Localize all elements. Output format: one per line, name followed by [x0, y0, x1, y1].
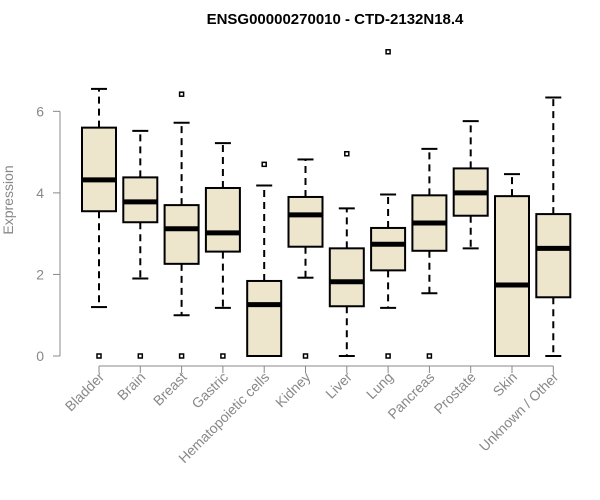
y-tick-label: 4	[36, 185, 44, 201]
box-prostate	[452, 120, 489, 250]
outlier-point	[302, 353, 309, 359]
box-iqr	[204, 186, 241, 253]
box-kidney	[287, 158, 324, 359]
x-tick-label: Liver	[322, 369, 355, 402]
y-axis-label: Expression	[0, 165, 16, 234]
box-iqr	[370, 226, 407, 272]
box-lung	[370, 49, 407, 359]
boxes-layer	[81, 49, 572, 359]
outlier-point	[178, 91, 185, 97]
box-iqr	[535, 213, 572, 299]
outlier-point	[96, 353, 102, 359]
x-tick-label: Brain	[114, 369, 148, 403]
x-tick-label: Skin	[490, 369, 521, 400]
box-brain	[122, 129, 159, 359]
y-tick-label: 2	[36, 266, 44, 282]
box-iqr	[81, 126, 117, 213]
outlier-point	[220, 353, 226, 359]
outlier-point	[385, 49, 391, 55]
x-tick-label: Lung	[363, 369, 396, 402]
outlier-point	[137, 353, 144, 359]
box-bladder	[81, 87, 117, 359]
y-axis: 0 2 4 6	[36, 103, 554, 367]
outlier-point	[261, 161, 267, 168]
box-iqr	[287, 195, 324, 248]
outlier-point	[426, 353, 433, 359]
box-iqr	[494, 195, 530, 357]
box-unknown-other	[535, 96, 572, 357]
outlier-point	[178, 353, 185, 359]
box-gastric	[204, 142, 241, 359]
box-breast	[163, 91, 200, 359]
y-tick-label: 6	[36, 103, 44, 119]
box-iqr	[246, 279, 283, 358]
outlier-point	[344, 150, 350, 157]
outlier-point	[385, 353, 391, 359]
x-tick-label: Bladder	[62, 369, 108, 415]
y-tick-label: 0	[36, 348, 44, 364]
box-iqr	[328, 247, 365, 308]
box-iqr	[163, 204, 200, 265]
x-tick-label: Prostate	[431, 369, 479, 417]
chart-title: ENSG00000270010 - CTD-2132N18.4	[207, 11, 464, 28]
box-hematopoietic-cells	[246, 161, 283, 358]
x-tick-label: Kidney	[272, 369, 314, 411]
box-liver	[328, 150, 365, 357]
box-pancreas	[411, 147, 448, 359]
x-tick-label: Breast	[150, 369, 190, 409]
box-skin	[494, 173, 530, 357]
